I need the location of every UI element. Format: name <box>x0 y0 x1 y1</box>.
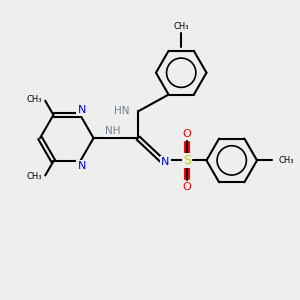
Text: N: N <box>77 161 86 171</box>
Text: CH₃: CH₃ <box>27 172 42 182</box>
Text: S: S <box>183 154 191 167</box>
Text: CH₃: CH₃ <box>27 95 42 104</box>
Text: O: O <box>183 129 191 139</box>
Text: NH: NH <box>105 126 121 136</box>
Text: N: N <box>77 105 86 115</box>
Text: N: N <box>161 157 169 167</box>
Text: O: O <box>183 182 191 192</box>
Text: CH₃: CH₃ <box>173 22 189 31</box>
Text: HN: HN <box>114 106 129 116</box>
Text: CH₃: CH₃ <box>278 156 294 165</box>
